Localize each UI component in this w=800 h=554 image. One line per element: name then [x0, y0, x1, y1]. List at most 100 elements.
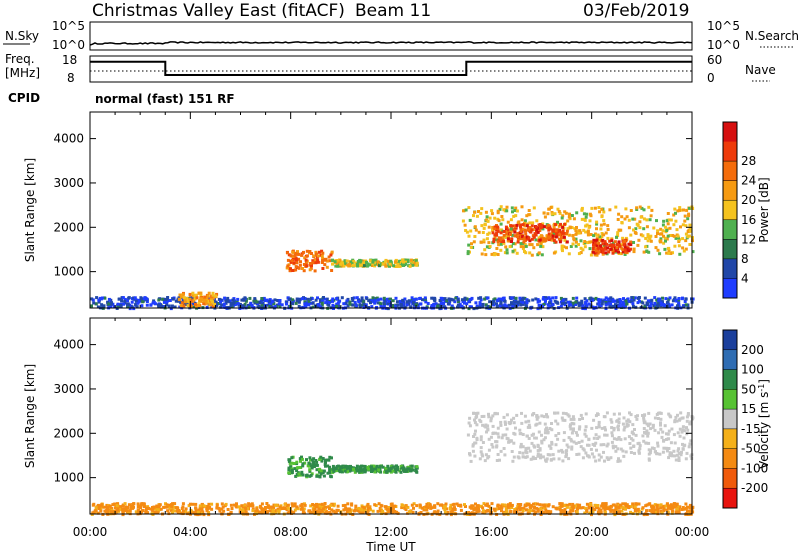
power-cell	[410, 296, 414, 300]
velocity-cell	[262, 508, 266, 512]
velocity-cell	[100, 503, 104, 507]
velocity-cell	[327, 505, 331, 509]
power-cell	[358, 305, 362, 309]
velocity-cell	[542, 511, 546, 515]
velocity-cell	[207, 502, 211, 506]
velocity-cell	[536, 449, 540, 453]
velocity-cell	[684, 502, 688, 506]
power-cell	[193, 297, 197, 301]
power-cell	[554, 240, 558, 244]
power-cell	[518, 300, 522, 304]
velocity-cell	[282, 506, 286, 510]
velocity-cell	[197, 508, 201, 512]
power-cell	[567, 252, 571, 256]
power-cell	[602, 222, 606, 226]
velocity-cell	[556, 422, 560, 426]
power-cell	[463, 223, 467, 227]
velocity-cell	[510, 503, 514, 507]
velocity-cell	[599, 508, 603, 512]
power-cell	[600, 302, 604, 306]
velocity-cell	[521, 509, 525, 513]
velocity-cell	[596, 504, 600, 507]
power-cell	[247, 305, 251, 309]
velocity-cell	[642, 420, 646, 424]
power-cell	[635, 222, 639, 226]
velocity-cell	[367, 508, 371, 512]
velocity-cell	[561, 411, 565, 415]
velocity-cell	[688, 422, 692, 426]
power-cell	[559, 231, 563, 235]
velocity-cell	[689, 454, 693, 458]
velocity-cell	[315, 509, 319, 513]
velocity-cell	[562, 431, 566, 435]
power-cell	[511, 303, 515, 307]
velocity-cell	[477, 507, 480, 511]
velocity-cell	[295, 460, 299, 464]
velocity-cell	[583, 428, 587, 432]
velocity-cell	[361, 511, 365, 514]
power-cell	[617, 228, 621, 232]
power-cell	[549, 206, 553, 209]
power-cell	[466, 252, 470, 256]
power-cell	[540, 226, 543, 229]
power-cell	[532, 235, 536, 239]
power-cell	[684, 303, 688, 307]
power-cell	[182, 304, 186, 308]
power-cell	[348, 300, 352, 304]
power-cell	[460, 304, 464, 308]
power-cell	[344, 261, 348, 265]
velocity-cell	[336, 464, 340, 468]
power-cell	[108, 304, 112, 308]
velocity-cell	[386, 464, 390, 468]
power-cell	[522, 245, 526, 249]
velocity-cell	[622, 416, 626, 420]
velocity-cell	[609, 418, 613, 422]
power-cell	[270, 300, 274, 304]
power-cell	[475, 214, 479, 218]
velocity-cell	[177, 509, 181, 512]
power-cell	[350, 262, 354, 266]
velocity-cell	[653, 450, 657, 454]
power-cell	[504, 245, 508, 249]
power-cell	[656, 248, 660, 252]
velocity-cell	[499, 449, 503, 453]
velocity-cell	[324, 510, 328, 513]
power-cell	[678, 238, 682, 242]
power-cell	[392, 264, 396, 268]
power-cell	[547, 228, 551, 232]
noise-right-label: N.Search	[745, 29, 799, 43]
power-cell	[585, 299, 589, 303]
power-cell	[294, 301, 298, 305]
power-cell	[606, 246, 610, 250]
power-cell	[96, 305, 100, 309]
velocity-cell	[619, 503, 622, 507]
velocity-cell	[635, 508, 639, 512]
power-cell	[369, 301, 372, 305]
velocity-cell	[686, 509, 689, 513]
velocity-cell	[609, 456, 613, 460]
velocity-cell	[592, 455, 596, 459]
velocity-cell	[536, 509, 540, 513]
power-cell	[309, 301, 313, 305]
power-cell	[335, 302, 339, 306]
velocity-cell	[292, 462, 296, 465]
velocity-cell	[378, 465, 382, 469]
velocity-cell	[585, 502, 589, 506]
power-cell	[202, 299, 206, 303]
power-cell	[482, 240, 486, 244]
velocity-cell	[546, 453, 550, 457]
velocity-cell	[548, 427, 552, 430]
velocity-cell	[594, 414, 598, 418]
power-cell	[353, 300, 357, 304]
velocity-cell	[240, 504, 244, 508]
power-cell	[505, 205, 509, 209]
power-cell	[540, 224, 544, 228]
velocity-cell	[545, 457, 549, 461]
power-cell	[523, 250, 526, 253]
power-cell	[563, 238, 567, 242]
velocity-cell	[128, 509, 132, 513]
velocity-cell	[633, 509, 637, 513]
power-cell	[90, 304, 93, 308]
velocity-cell	[652, 511, 656, 514]
velocity-cell	[487, 504, 491, 508]
